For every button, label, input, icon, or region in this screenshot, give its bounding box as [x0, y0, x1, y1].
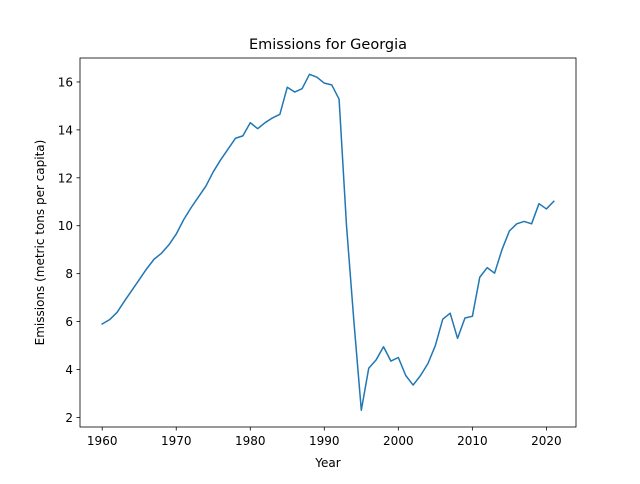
x-axis-ticks: 1960 1970 1980 1990 2000 2010 2020	[87, 427, 562, 448]
y-tick-label: 2	[65, 411, 73, 425]
y-tick-label: 16	[58, 75, 73, 89]
y-tick-label: 12	[58, 171, 73, 185]
y-axis-ticks: 2 4 6 8 10 12 14 16	[58, 75, 80, 425]
x-tick-label: 1960	[87, 434, 118, 448]
emissions-series-line	[101, 73, 555, 411]
x-tick-label: 1990	[309, 434, 340, 448]
x-tick-label: 1970	[161, 434, 192, 448]
y-tick-label: 6	[65, 315, 73, 329]
y-tick-label: 8	[65, 267, 73, 281]
y-tick-label: 14	[58, 123, 73, 137]
chart-title: Emissions for Georgia	[249, 37, 407, 53]
x-tick-label: 2010	[457, 434, 488, 448]
x-axis-label: Year	[314, 456, 340, 470]
y-axis-label: Emissions (metric tons per capita)	[33, 140, 47, 346]
x-tick-label: 2000	[383, 434, 414, 448]
y-tick-label: 4	[65, 363, 73, 377]
x-tick-label: 2020	[531, 434, 562, 448]
y-tick-label: 10	[58, 219, 73, 233]
plot-frame	[79, 57, 577, 428]
x-tick-label: 1980	[235, 434, 266, 448]
